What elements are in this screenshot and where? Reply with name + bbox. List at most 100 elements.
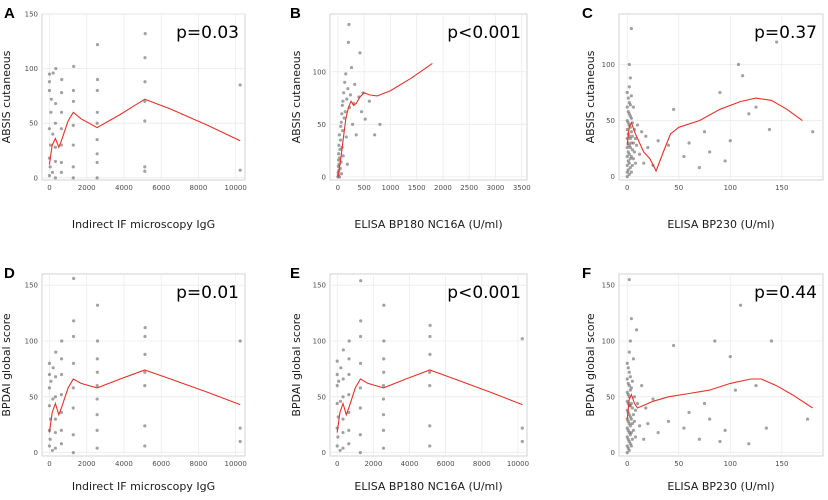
- data-point: [47, 404, 52, 408]
- data-point: [358, 451, 362, 455]
- plot-area: [329, 13, 528, 181]
- data-point: [47, 444, 52, 448]
- x-tick-label: 0: [625, 460, 629, 468]
- data-point: [71, 386, 75, 390]
- y-tick-label: 0: [322, 173, 326, 181]
- data-point: [630, 406, 634, 410]
- data-point: [358, 386, 362, 390]
- data-point: [629, 417, 633, 421]
- data-point: [59, 160, 63, 165]
- data-point: [359, 319, 363, 323]
- x-tick-label: 6000: [152, 184, 170, 192]
- data-point: [738, 303, 743, 307]
- data-point: [642, 437, 646, 441]
- data-point: [143, 56, 147, 60]
- data-point: [713, 339, 717, 343]
- data-point: [341, 417, 345, 421]
- data-point: [428, 444, 432, 448]
- x-tick-label: 2000: [434, 184, 452, 192]
- x-tick-label: 10000: [225, 184, 247, 192]
- data-point: [51, 71, 55, 75]
- y-tick-label: 150: [25, 11, 38, 19]
- data-point: [345, 97, 349, 101]
- data-point: [428, 334, 432, 339]
- x-tick-label: 0: [47, 460, 51, 468]
- data-point: [628, 136, 632, 141]
- plot-area: [618, 13, 824, 181]
- panel-a: 0 2000 4000 6000 8000 10000 0 50 100 150 p=0.03 A In…: [0, 5, 247, 231]
- data-point: [633, 435, 638, 439]
- data-point: [378, 122, 382, 126]
- x-tick-label: 4000: [115, 184, 133, 192]
- data-point: [626, 168, 630, 172]
- data-point: [359, 279, 363, 283]
- data-point: [629, 116, 633, 120]
- data-point: [626, 366, 630, 370]
- data-point: [632, 419, 637, 423]
- data-point: [627, 152, 631, 156]
- y-axis-title: BPDAI global score: [0, 313, 13, 417]
- data-point: [646, 145, 650, 150]
- data-point: [358, 334, 363, 339]
- data-point: [53, 159, 58, 164]
- y-tick-label: 0: [611, 173, 615, 181]
- data-point: [373, 133, 377, 137]
- data-point: [143, 352, 147, 356]
- data-point: [428, 384, 432, 388]
- data-point: [723, 159, 727, 163]
- data-point: [47, 127, 52, 131]
- data-point: [143, 444, 147, 448]
- data-point: [347, 372, 351, 377]
- data-point: [50, 448, 55, 453]
- data-point: [353, 82, 357, 86]
- data-point: [238, 439, 242, 444]
- panel-letter: B: [290, 5, 301, 22]
- data-point: [381, 428, 386, 432]
- data-point: [53, 375, 58, 379]
- data-point: [631, 428, 636, 432]
- data-point: [95, 77, 100, 82]
- data-point: [520, 337, 524, 341]
- data-point: [238, 339, 242, 343]
- data-point: [656, 139, 660, 143]
- y-tick-label: 0: [34, 174, 38, 182]
- data-point: [340, 112, 344, 116]
- data-point: [238, 426, 242, 430]
- data-point: [381, 384, 386, 388]
- data-point: [358, 433, 362, 437]
- data-point: [59, 91, 64, 95]
- data-point: [634, 328, 639, 332]
- data-point: [811, 130, 815, 134]
- data-point: [687, 410, 691, 415]
- y-tick-label: 150: [602, 282, 615, 290]
- x-tick-label: 6000: [152, 460, 170, 468]
- y-tick-label: 150: [25, 282, 38, 290]
- data-point: [143, 32, 147, 36]
- data-point: [627, 172, 631, 176]
- data-point: [335, 384, 339, 388]
- data-point: [49, 110, 53, 114]
- p-value-label: p=0.44: [754, 283, 817, 303]
- data-point: [520, 426, 524, 430]
- x-tick-label: 1000: [381, 184, 399, 192]
- data-point: [342, 116, 346, 120]
- data-point: [733, 388, 738, 392]
- data-point: [47, 361, 52, 365]
- data-point: [339, 172, 344, 176]
- data-point: [51, 132, 55, 136]
- data-point: [628, 339, 632, 343]
- data-point: [71, 433, 75, 437]
- data-point: [71, 451, 75, 455]
- p-value-label: p<0.001: [447, 283, 521, 303]
- data-point: [630, 148, 634, 152]
- data-point: [341, 348, 345, 352]
- data-point: [71, 165, 75, 169]
- y-tick-label: 100: [25, 337, 38, 345]
- data-point: [341, 395, 345, 399]
- data-point: [672, 107, 676, 111]
- data-point: [143, 165, 147, 169]
- data-point: [337, 175, 342, 179]
- data-point: [682, 154, 686, 159]
- x-axis-title: ELISA BP180 NC16A (U/ml): [354, 218, 502, 231]
- data-point: [143, 384, 147, 388]
